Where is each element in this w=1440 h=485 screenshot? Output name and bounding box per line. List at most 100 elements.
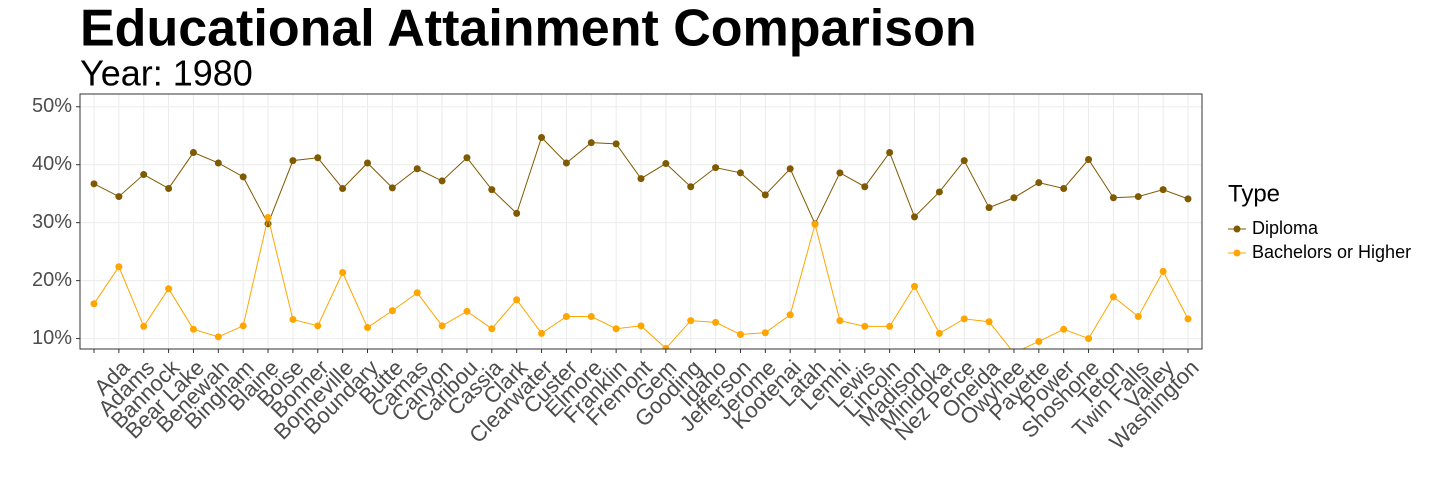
data-point	[438, 177, 446, 185]
plot-area	[90, 133, 1192, 349]
data-point	[314, 322, 322, 330]
y-tick-label: 10%	[32, 327, 72, 349]
data-point	[1159, 267, 1167, 275]
data-point	[239, 322, 247, 330]
data-point	[488, 186, 496, 194]
data-point	[214, 333, 222, 341]
data-point	[1134, 193, 1142, 201]
data-point	[637, 322, 645, 330]
legend-label: Diploma	[1252, 218, 1319, 238]
data-point	[687, 183, 695, 191]
data-point	[612, 140, 620, 148]
data-point	[488, 325, 496, 333]
data-point	[1085, 155, 1093, 163]
data-point	[513, 209, 521, 217]
data-point	[388, 307, 396, 315]
data-point	[438, 322, 446, 330]
data-point	[90, 300, 98, 308]
data-point	[339, 269, 347, 276]
data-point	[662, 344, 670, 349]
data-point	[886, 149, 894, 157]
data-point	[140, 322, 148, 330]
y-tick-label: 50%	[32, 95, 72, 117]
data-point	[364, 324, 371, 332]
data-point	[1060, 325, 1068, 333]
data-point	[1035, 179, 1043, 187]
chart-title: Educational Attainment Comparison	[80, 0, 977, 58]
data-point	[413, 165, 421, 173]
data-point	[289, 157, 297, 165]
data-point	[811, 220, 819, 228]
data-point	[786, 311, 794, 319]
data-point	[364, 159, 371, 167]
plot-border	[79, 93, 1203, 350]
legend-key-point	[1233, 225, 1241, 233]
legend-title: Type	[1228, 180, 1280, 207]
data-point	[239, 173, 247, 181]
data-point	[886, 322, 894, 330]
legend-key-point	[1233, 249, 1241, 257]
data-point	[1010, 194, 1018, 202]
y-tick-label: 30%	[32, 211, 72, 233]
data-point	[861, 183, 869, 191]
data-point	[513, 296, 521, 304]
data-point	[140, 171, 148, 179]
data-point	[687, 317, 695, 325]
data-point	[463, 307, 471, 315]
data-point	[1085, 335, 1093, 343]
y-tick-label: 20%	[32, 269, 72, 291]
data-point	[1109, 194, 1117, 202]
data-point	[189, 325, 197, 333]
data-point	[587, 139, 595, 147]
data-point	[339, 184, 347, 192]
data-point	[115, 193, 123, 201]
data-point	[960, 315, 968, 323]
data-point	[1060, 184, 1068, 192]
data-point	[861, 322, 869, 330]
data-point	[662, 160, 670, 168]
data-point	[562, 159, 570, 167]
data-point	[786, 165, 794, 173]
legend-label: Bachelors or Higher	[1252, 242, 1411, 262]
y-tick-label: 40%	[32, 153, 72, 175]
data-point	[836, 169, 844, 177]
data-point	[836, 317, 844, 325]
data-point	[985, 318, 993, 326]
data-point	[911, 282, 918, 290]
data-point	[736, 169, 744, 177]
data-point	[314, 154, 322, 162]
data-point	[935, 188, 943, 196]
chart-subtitle: Year: 1980	[80, 53, 253, 94]
data-point	[1184, 195, 1192, 203]
data-point	[1159, 186, 1167, 194]
data-point	[712, 164, 720, 172]
data-point	[463, 154, 471, 162]
data-point	[1134, 313, 1142, 321]
data-point	[90, 180, 98, 188]
data-point	[264, 213, 272, 221]
data-point	[214, 159, 222, 167]
data-point	[960, 157, 968, 165]
data-point	[712, 318, 720, 326]
data-point	[562, 313, 570, 321]
data-point	[289, 315, 297, 323]
data-point	[538, 133, 546, 141]
data-point	[612, 325, 620, 333]
data-point	[736, 331, 744, 339]
data-point	[413, 289, 421, 297]
data-point	[637, 175, 645, 183]
data-point	[165, 285, 173, 293]
data-point	[388, 184, 396, 192]
data-point	[587, 313, 595, 321]
data-point	[761, 191, 769, 199]
data-point	[761, 329, 769, 337]
data-point	[165, 184, 173, 192]
data-point	[538, 329, 546, 337]
data-point	[115, 263, 123, 271]
data-point	[1109, 293, 1117, 301]
data-point	[935, 329, 943, 337]
data-point	[985, 204, 993, 212]
data-point	[911, 213, 918, 221]
data-point	[1035, 337, 1043, 345]
